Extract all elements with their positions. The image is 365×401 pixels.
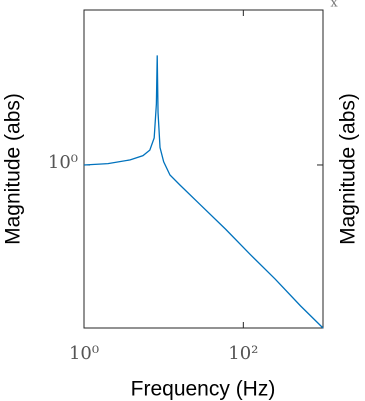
y-tick-label: 10⁰ [48, 152, 78, 173]
annotation: x [330, 0, 338, 11]
x-tick-label: 10⁰ [69, 343, 99, 364]
plot-frame [83, 9, 324, 329]
y2-axis-label: Magnitude (abs) [337, 93, 360, 245]
x-tick-label: 10² [228, 343, 258, 364]
x-axis-label: Frequency (Hz) [131, 378, 276, 401]
line-series [83, 55, 324, 329]
y-axis-label: Magnitude (abs) [2, 93, 25, 245]
